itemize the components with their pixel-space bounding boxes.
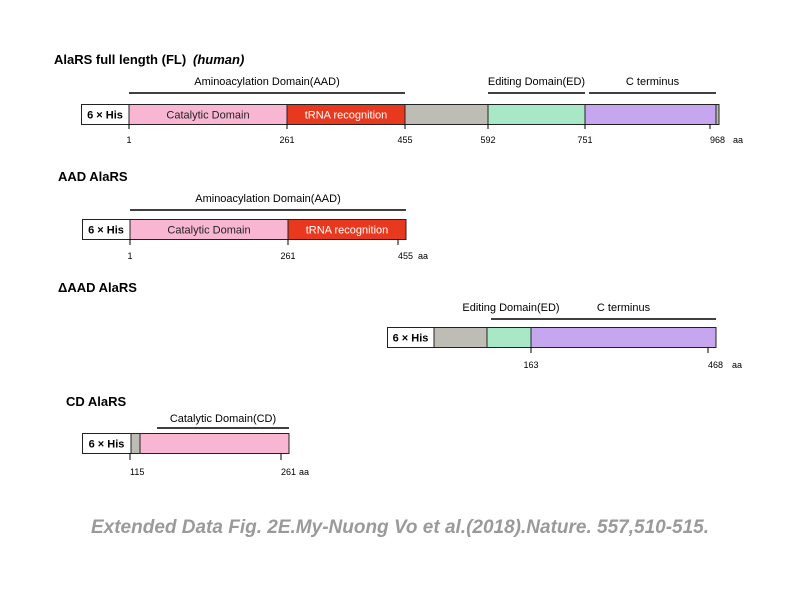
residue-number: 115 [130,467,144,477]
domain-segment-editing [487,104,586,125]
residue-unit: aa [299,467,309,477]
residue-number: 261 [279,135,294,145]
construct-3: ΔAAD AlaRS 6 × His Editing Domain(ED) C ter… [58,280,742,370]
residue-unit: aa [418,251,428,261]
domain-segment-cterm [530,327,717,348]
residue-number: 968 [710,135,725,145]
his-tag-label: 6 × His [89,439,125,451]
residue-number: 455 [397,135,412,145]
construct-species-note: (human) [193,52,244,67]
domain-label-trna: tRNA recognition [306,225,389,237]
construct-title: AlaRS full length (FL) [54,52,186,67]
figure-caption: Extended Data Fig. 2E.My-Nuong Vo et al.… [90,517,710,538]
domain-bracket-label: Editing Domain(ED) [488,76,585,88]
residue-number: 592 [480,135,495,145]
c-terminal-end-cap [715,104,720,125]
domain-bracket-label: C terminus [597,302,651,314]
domain-segment-linker [404,104,489,125]
domain-bracket-label: Aminoacylation Domain(AAD) [195,193,341,205]
residue-number: 751 [577,135,592,145]
domain-label-catalytic: Catalytic Domain [167,225,250,237]
residue-number: 261 [280,251,295,261]
residue-number: 1 [127,251,132,261]
construct-4: CD AlaRS 6 × His Catalytic Domain(CD) 115 26… [66,394,309,477]
domain-label-catalytic: Catalytic Domain [166,110,249,122]
construct-2: AAD AlaRS 6 × His Catalytic Domain tRNA rec… [58,169,428,261]
domain-segment-editing [486,327,532,348]
construct-title: CD AlaRS [66,394,127,409]
residue-unit: aa [733,135,743,145]
residue-unit: aa [732,360,742,370]
domain-bracket-label: Aminoacylation Domain(AAD) [194,76,340,88]
residue-number: 1 [126,135,131,145]
domain-bracket-label: Editing Domain(ED) [462,302,559,314]
construct-1: AlaRS full length (FL) (human) 6 × His Cata… [54,52,743,145]
residue-number: 163 [523,360,538,370]
construct-title: AAD AlaRS [58,169,128,184]
domain-bracket-label: Catalytic Domain(CD) [170,413,276,425]
domain-segment-trna [287,219,407,240]
construct-title: ΔAAD AlaRS [58,280,137,295]
his-tag-label: 6 × His [393,333,429,345]
domain-label-trna: tRNA recognition [305,110,388,122]
domain-segment-catalytic [139,433,290,454]
residue-number: 468 [708,360,723,370]
his-tag-label: 6 × His [87,110,123,122]
domain-segment-cterm [584,104,717,125]
residue-number: 261 [281,467,296,477]
domain-segment-linker [433,327,488,348]
domain-segment-linker [130,433,141,454]
his-tag-label: 6 × His [88,225,124,237]
domain-bracket-label: C terminus [626,76,680,88]
residue-number: 455 [398,251,413,261]
